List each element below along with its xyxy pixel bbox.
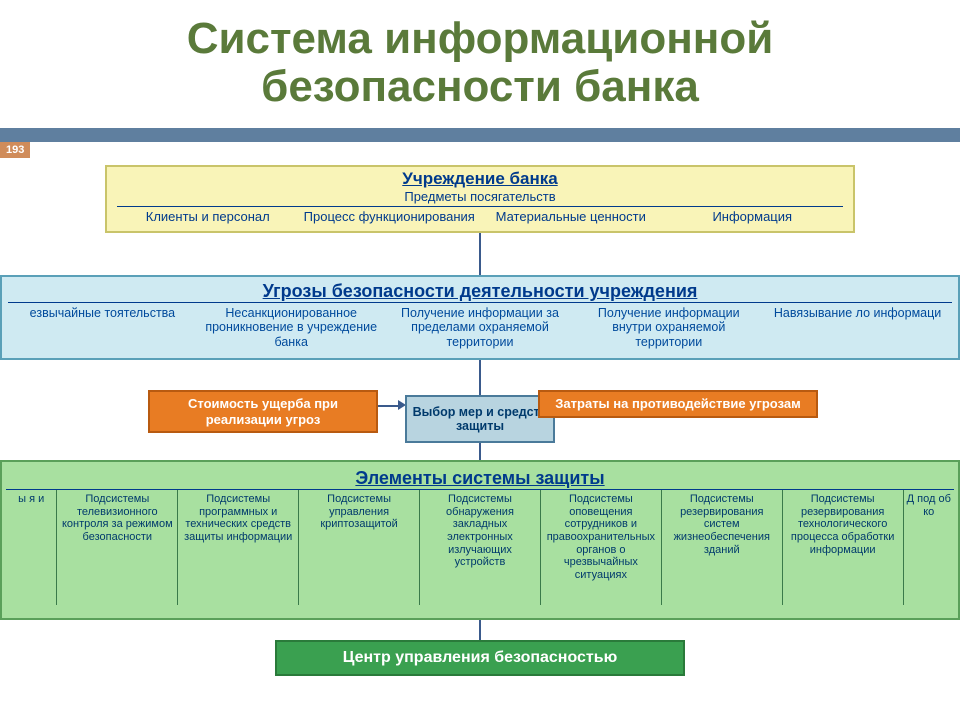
- elements-item: Подсистемы управления криптозащитой: [299, 490, 420, 605]
- connector-line: [479, 360, 481, 395]
- connector-line: [479, 233, 481, 275]
- choice-label: Выбор мер и средств защиты: [407, 405, 553, 434]
- institution-items: Клиенты и персонал Процесс функционирова…: [117, 206, 843, 228]
- threats-item: езвычайные тоятельства: [8, 303, 197, 352]
- elements-items: ы я и Подсистемы телевизионного контроля…: [6, 489, 954, 605]
- counter-cost-box: Затраты на противодействие угрозам: [538, 390, 818, 418]
- elements-item: Д под об ко: [904, 490, 954, 605]
- elements-item: Подсистемы резервирования систем жизнеоб…: [662, 490, 783, 605]
- page-number-badge: 193: [0, 142, 30, 158]
- institution-header: Учреждение банка: [107, 167, 853, 189]
- threats-items: езвычайные тоятельства Несанкционированн…: [8, 302, 952, 352]
- institution-item: Информация: [662, 207, 844, 228]
- institution-item: Процесс функционирования: [299, 207, 481, 228]
- institution-box: Учреждение банка Предметы посягательств …: [105, 165, 855, 233]
- control-center-box: Центр управления безопасностью: [275, 640, 685, 676]
- threats-item: Получение информации внутри охраняемой т…: [574, 303, 763, 352]
- threats-header: Угрозы безопасности деятельности учрежде…: [2, 277, 958, 302]
- threats-item: Получение информации за пределами охраня…: [386, 303, 575, 352]
- connector-line: [479, 620, 481, 640]
- threats-box: Угрозы безопасности деятельности учрежде…: [0, 275, 960, 360]
- damage-cost-box: Стоимость ущерба при реализации угроз: [148, 390, 378, 433]
- elements-item: Подсистемы телевизионного контроля за ре…: [57, 490, 178, 605]
- elements-item: ы я и: [6, 490, 57, 605]
- elements-item: Подсистемы резервирования технологическо…: [783, 490, 904, 605]
- institution-item: Клиенты и персонал: [117, 207, 299, 228]
- threats-item: Навязывание ло информаци: [763, 303, 952, 352]
- institution-item: Материальные ценности: [480, 207, 662, 228]
- connector-line: [479, 443, 481, 460]
- elements-box: Элементы системы защиты ы я и Подсистемы…: [0, 460, 960, 620]
- elements-item: Подсистемы оповещения сотрудников и прав…: [541, 490, 662, 605]
- title-line-2: безопасности банка: [261, 62, 699, 111]
- elements-header: Элементы системы защиты: [2, 462, 958, 489]
- threats-item: Несанкционированное проникновение в учре…: [197, 303, 386, 352]
- choice-box: Выбор мер и средств защиты: [405, 395, 555, 443]
- elements-item: Подсистемы обнаружения закладных электро…: [420, 490, 541, 605]
- institution-subheader: Предметы посягательств: [107, 189, 853, 204]
- elements-item: Подсистемы программных и технических сре…: [178, 490, 299, 605]
- header-bar: [0, 128, 960, 142]
- title-line-1: Система информационной: [187, 14, 774, 63]
- slide-title: Система информационной безопасности банк…: [0, 0, 960, 117]
